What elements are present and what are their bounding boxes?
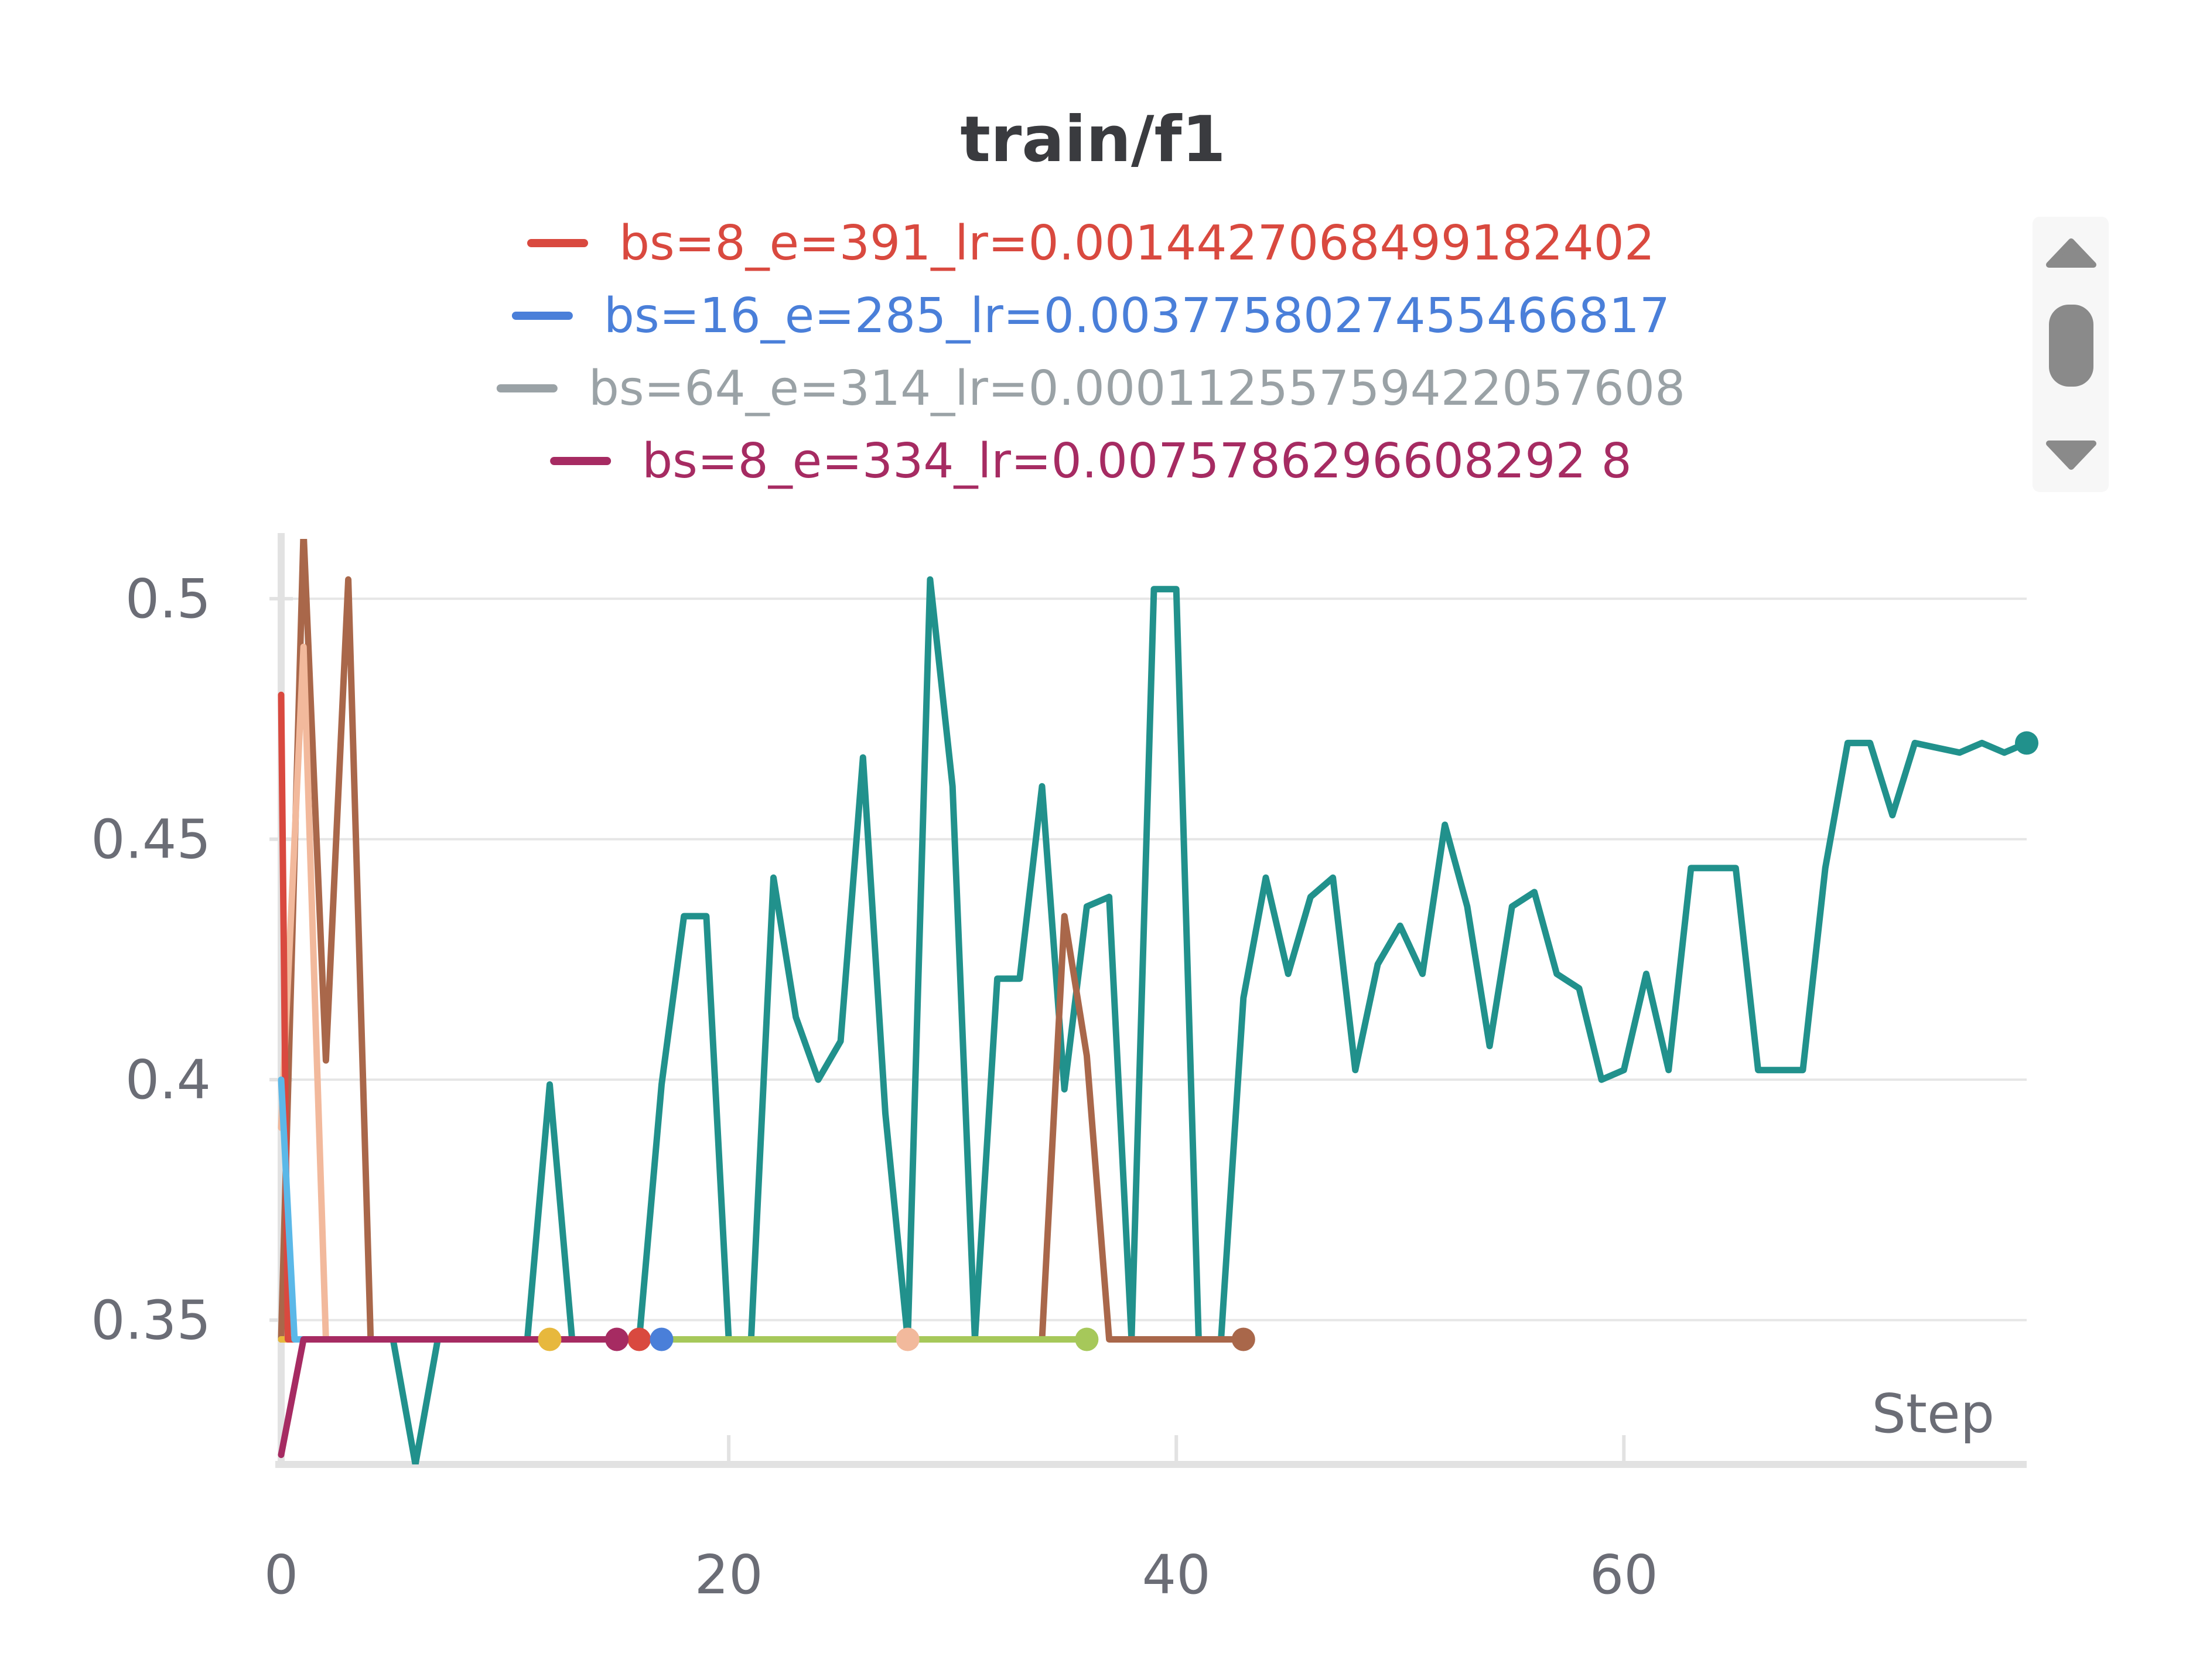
series-layer bbox=[278, 539, 2030, 1464]
y-tick-label: 0.45 bbox=[91, 808, 211, 871]
x-tick-label: 0 bbox=[264, 1544, 299, 1606]
legend-scroll-control[interactable] bbox=[2033, 217, 2109, 492]
series-end-point[interactable] bbox=[650, 1327, 674, 1351]
y-tick-label: 0.35 bbox=[91, 1289, 211, 1352]
legend-item[interactable]: bs=8_e=391_lr=0.0014427068499182402 bbox=[527, 216, 1655, 271]
scroll-up-icon[interactable] bbox=[2046, 238, 2096, 268]
y-tick-label: 0.4 bbox=[125, 1049, 211, 1111]
legend-item[interactable]: bs=16_e=285_lr=0.0037758027455466817 bbox=[511, 288, 1670, 344]
legend-item[interactable]: bs=8_e=334_lr=0.0075786296608292 8 bbox=[550, 433, 1632, 489]
legend-label: bs=8_e=391_lr=0.0014427068499182402 bbox=[619, 216, 1655, 271]
axes bbox=[269, 533, 2027, 1468]
scroll-thumb[interactable] bbox=[2049, 305, 2093, 387]
chart-title: train/f1 bbox=[960, 103, 1225, 176]
y-tick-label: 0.5 bbox=[125, 568, 211, 630]
legend-label: bs=16_e=285_lr=0.0037758027455466817 bbox=[604, 288, 1670, 344]
legend-label: bs=64_e=314_lr=0.00011255759422057608 bbox=[589, 361, 1685, 416]
series-line bbox=[278, 539, 1247, 1343]
series-line bbox=[278, 1336, 620, 1459]
markers-layer bbox=[538, 731, 2038, 1351]
legend: bs=8_e=391_lr=0.0014427068499182402 bs=16… bbox=[496, 216, 1685, 489]
series-end-point[interactable] bbox=[1075, 1327, 1099, 1351]
series-end-point[interactable] bbox=[896, 1327, 920, 1351]
x-axis-title: Step bbox=[1872, 1382, 1994, 1445]
series-end-point[interactable] bbox=[538, 1327, 562, 1351]
series-end-point[interactable] bbox=[1231, 1327, 1255, 1351]
grid bbox=[281, 597, 2027, 1322]
legend-label: bs=8_e=334_lr=0.0075786296608292 8 bbox=[642, 433, 1632, 489]
series-end-point[interactable] bbox=[605, 1327, 629, 1351]
x-tick-label: 60 bbox=[1590, 1544, 1658, 1606]
series-end-point[interactable] bbox=[2015, 731, 2038, 755]
series-line bbox=[278, 643, 911, 1343]
tick-labels: 0 20 40 60 0.35 0.4 0.45 0.5 bbox=[91, 568, 1658, 1606]
x-tick-label: 20 bbox=[695, 1544, 763, 1606]
scroll-down-icon[interactable] bbox=[2046, 441, 2096, 470]
series-line bbox=[278, 1076, 665, 1343]
x-tick-label: 40 bbox=[1142, 1544, 1211, 1606]
series-line bbox=[278, 691, 643, 1343]
series-end-point[interactable] bbox=[627, 1327, 651, 1351]
legend-item[interactable]: bs=64_e=314_lr=0.00011255759422057608 bbox=[496, 361, 1685, 416]
